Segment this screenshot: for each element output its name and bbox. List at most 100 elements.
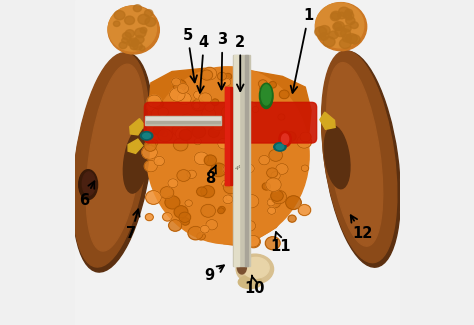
Ellipse shape <box>199 93 212 104</box>
Ellipse shape <box>267 199 275 206</box>
Ellipse shape <box>173 138 188 151</box>
Ellipse shape <box>202 67 217 80</box>
Bar <box>146 117 220 120</box>
Ellipse shape <box>158 108 168 117</box>
Ellipse shape <box>185 200 192 206</box>
Ellipse shape <box>125 30 134 37</box>
Polygon shape <box>147 68 311 245</box>
Ellipse shape <box>122 38 128 43</box>
Ellipse shape <box>247 236 260 248</box>
Ellipse shape <box>193 103 200 109</box>
Ellipse shape <box>333 23 342 31</box>
Ellipse shape <box>170 88 185 101</box>
Ellipse shape <box>213 122 223 131</box>
Ellipse shape <box>133 42 142 50</box>
Ellipse shape <box>350 22 358 29</box>
Ellipse shape <box>172 125 184 136</box>
Ellipse shape <box>316 3 364 48</box>
Ellipse shape <box>223 164 235 175</box>
Ellipse shape <box>79 170 98 200</box>
Ellipse shape <box>319 34 326 40</box>
Ellipse shape <box>266 178 281 191</box>
Text: 11: 11 <box>271 232 291 254</box>
Ellipse shape <box>145 9 153 17</box>
Ellipse shape <box>154 156 164 166</box>
Ellipse shape <box>222 78 231 86</box>
Ellipse shape <box>204 155 217 166</box>
Ellipse shape <box>322 51 401 267</box>
Ellipse shape <box>330 13 340 21</box>
Ellipse shape <box>188 227 203 240</box>
Ellipse shape <box>145 141 156 151</box>
Ellipse shape <box>321 51 397 263</box>
Bar <box>146 116 221 125</box>
Text: 9: 9 <box>204 265 224 283</box>
Ellipse shape <box>268 197 281 208</box>
Ellipse shape <box>324 126 350 189</box>
Ellipse shape <box>261 85 271 105</box>
Ellipse shape <box>301 165 309 171</box>
Ellipse shape <box>218 138 230 149</box>
Ellipse shape <box>278 114 285 120</box>
Ellipse shape <box>236 214 246 223</box>
Ellipse shape <box>146 190 161 204</box>
Ellipse shape <box>181 218 190 225</box>
Ellipse shape <box>158 109 167 117</box>
Ellipse shape <box>271 172 280 180</box>
Ellipse shape <box>218 208 224 214</box>
Ellipse shape <box>108 6 156 51</box>
Ellipse shape <box>244 194 259 208</box>
Ellipse shape <box>73 53 153 272</box>
Ellipse shape <box>211 99 219 105</box>
Ellipse shape <box>193 91 203 99</box>
Ellipse shape <box>175 127 191 141</box>
Text: 10: 10 <box>245 276 265 296</box>
Ellipse shape <box>197 187 207 196</box>
Ellipse shape <box>273 143 286 151</box>
Ellipse shape <box>345 13 352 19</box>
Text: 6: 6 <box>79 181 94 208</box>
Ellipse shape <box>338 7 349 17</box>
Ellipse shape <box>187 170 196 178</box>
Ellipse shape <box>201 186 215 198</box>
Ellipse shape <box>245 164 254 173</box>
Ellipse shape <box>315 27 327 37</box>
Ellipse shape <box>279 90 289 99</box>
Text: 4¹: 4¹ <box>236 166 242 172</box>
Ellipse shape <box>329 31 338 39</box>
Ellipse shape <box>335 27 346 37</box>
Text: 7: 7 <box>126 209 140 241</box>
Ellipse shape <box>147 95 161 108</box>
Ellipse shape <box>327 63 383 246</box>
Bar <box>233 55 250 266</box>
Ellipse shape <box>191 99 205 111</box>
Ellipse shape <box>267 168 278 178</box>
Ellipse shape <box>285 132 296 141</box>
Text: 2: 2 <box>235 35 246 91</box>
Ellipse shape <box>177 84 189 93</box>
Ellipse shape <box>208 128 219 137</box>
Ellipse shape <box>222 180 230 188</box>
Ellipse shape <box>169 220 182 231</box>
Ellipse shape <box>246 102 256 110</box>
Ellipse shape <box>271 190 287 204</box>
Ellipse shape <box>142 146 157 159</box>
Ellipse shape <box>206 220 218 230</box>
Ellipse shape <box>202 108 216 120</box>
Ellipse shape <box>320 33 328 40</box>
Ellipse shape <box>232 146 246 159</box>
Ellipse shape <box>224 73 232 80</box>
Text: 12: 12 <box>351 215 372 241</box>
Ellipse shape <box>319 26 330 35</box>
Ellipse shape <box>268 207 276 214</box>
Text: 5: 5 <box>182 28 197 82</box>
Text: 8: 8 <box>205 165 216 186</box>
Ellipse shape <box>344 12 354 20</box>
Ellipse shape <box>218 72 227 80</box>
Ellipse shape <box>122 32 131 40</box>
Ellipse shape <box>221 106 236 118</box>
Ellipse shape <box>219 206 225 212</box>
Ellipse shape <box>201 225 209 233</box>
Ellipse shape <box>143 133 151 138</box>
Ellipse shape <box>210 117 223 128</box>
